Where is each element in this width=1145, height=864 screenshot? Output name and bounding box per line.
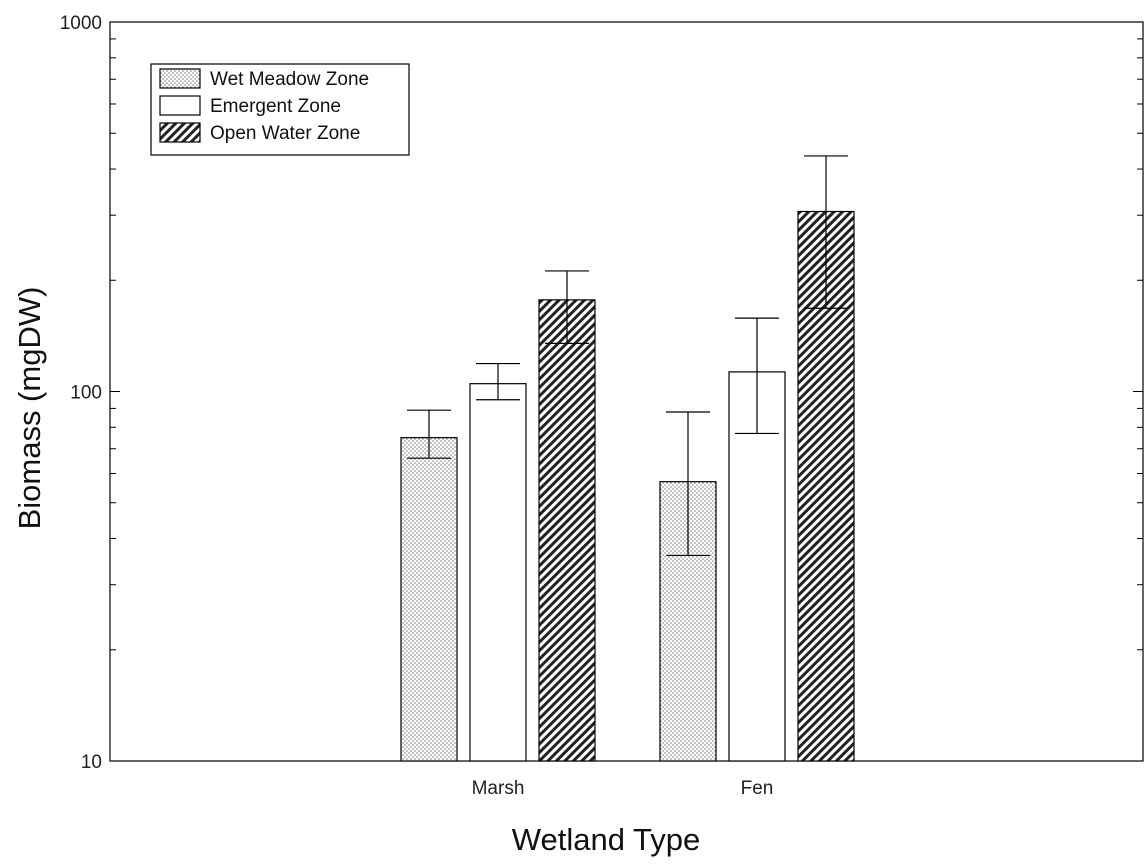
bar xyxy=(728,371,786,762)
x-tick-labels: Marsh Fen xyxy=(472,778,774,799)
legend-swatch xyxy=(159,68,201,89)
legend-label: Wet Meadow Zone xyxy=(210,69,369,90)
legend-label: Emergent Zone xyxy=(210,96,341,117)
bar xyxy=(469,383,527,762)
y-tick-label: 10 xyxy=(81,752,102,773)
x-tick-label: Fen xyxy=(741,778,774,799)
bars-group xyxy=(400,210,855,762)
y-tick-label: 1000 xyxy=(60,13,102,34)
legend-label: Open Water Zone xyxy=(210,123,360,144)
error-bars-group xyxy=(407,155,848,557)
y-tick-label: 100 xyxy=(70,383,102,404)
bar xyxy=(400,437,458,762)
legend-swatch xyxy=(159,122,201,143)
y-tick-labels: 10 100 1000 xyxy=(60,13,102,773)
axis-ticks xyxy=(110,38,1143,762)
x-axis-title: Wetland Type xyxy=(512,822,700,857)
x-tick-label: Marsh xyxy=(472,778,525,799)
legend-swatch xyxy=(159,95,201,116)
legend: Wet Meadow Zone Emergent Zone Open Water Z… xyxy=(150,63,410,156)
y-axis-title: Biomass (mgDW) xyxy=(12,287,47,530)
bar xyxy=(538,299,596,762)
